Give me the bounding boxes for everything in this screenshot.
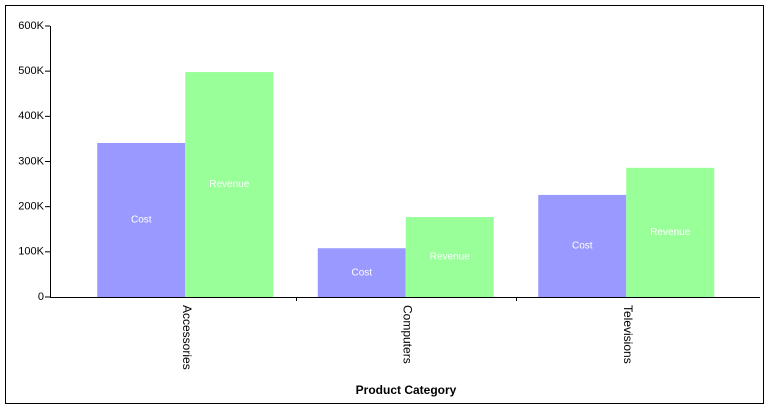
bar-label: Cost	[351, 267, 372, 278]
y-tick-label: 0	[38, 291, 44, 303]
x-tick-label: Televisions	[621, 305, 635, 364]
y-tick-label: 200K	[18, 201, 44, 213]
bar-label: Revenue	[209, 179, 249, 190]
bar	[185, 72, 274, 297]
bar-label: Cost	[572, 241, 593, 252]
bar	[538, 194, 627, 297]
y-tick-label: 300K	[18, 155, 44, 167]
x-axis-title: Product Category	[356, 383, 457, 397]
y-tick-label: 100K	[18, 246, 44, 258]
x-tick-label: Accessories	[180, 305, 194, 370]
x-tick-label: Computers	[401, 305, 415, 364]
bar	[97, 142, 186, 297]
bar-label: Cost	[131, 215, 152, 226]
y-tick-label: 500K	[18, 65, 44, 77]
y-tick-label: 400K	[18, 110, 44, 122]
bar-label: Revenue	[650, 227, 690, 238]
bar-label: Revenue	[430, 252, 470, 263]
bar	[405, 217, 494, 297]
bar	[626, 167, 715, 297]
y-tick-label: 600K	[18, 20, 44, 32]
bar	[317, 248, 406, 297]
